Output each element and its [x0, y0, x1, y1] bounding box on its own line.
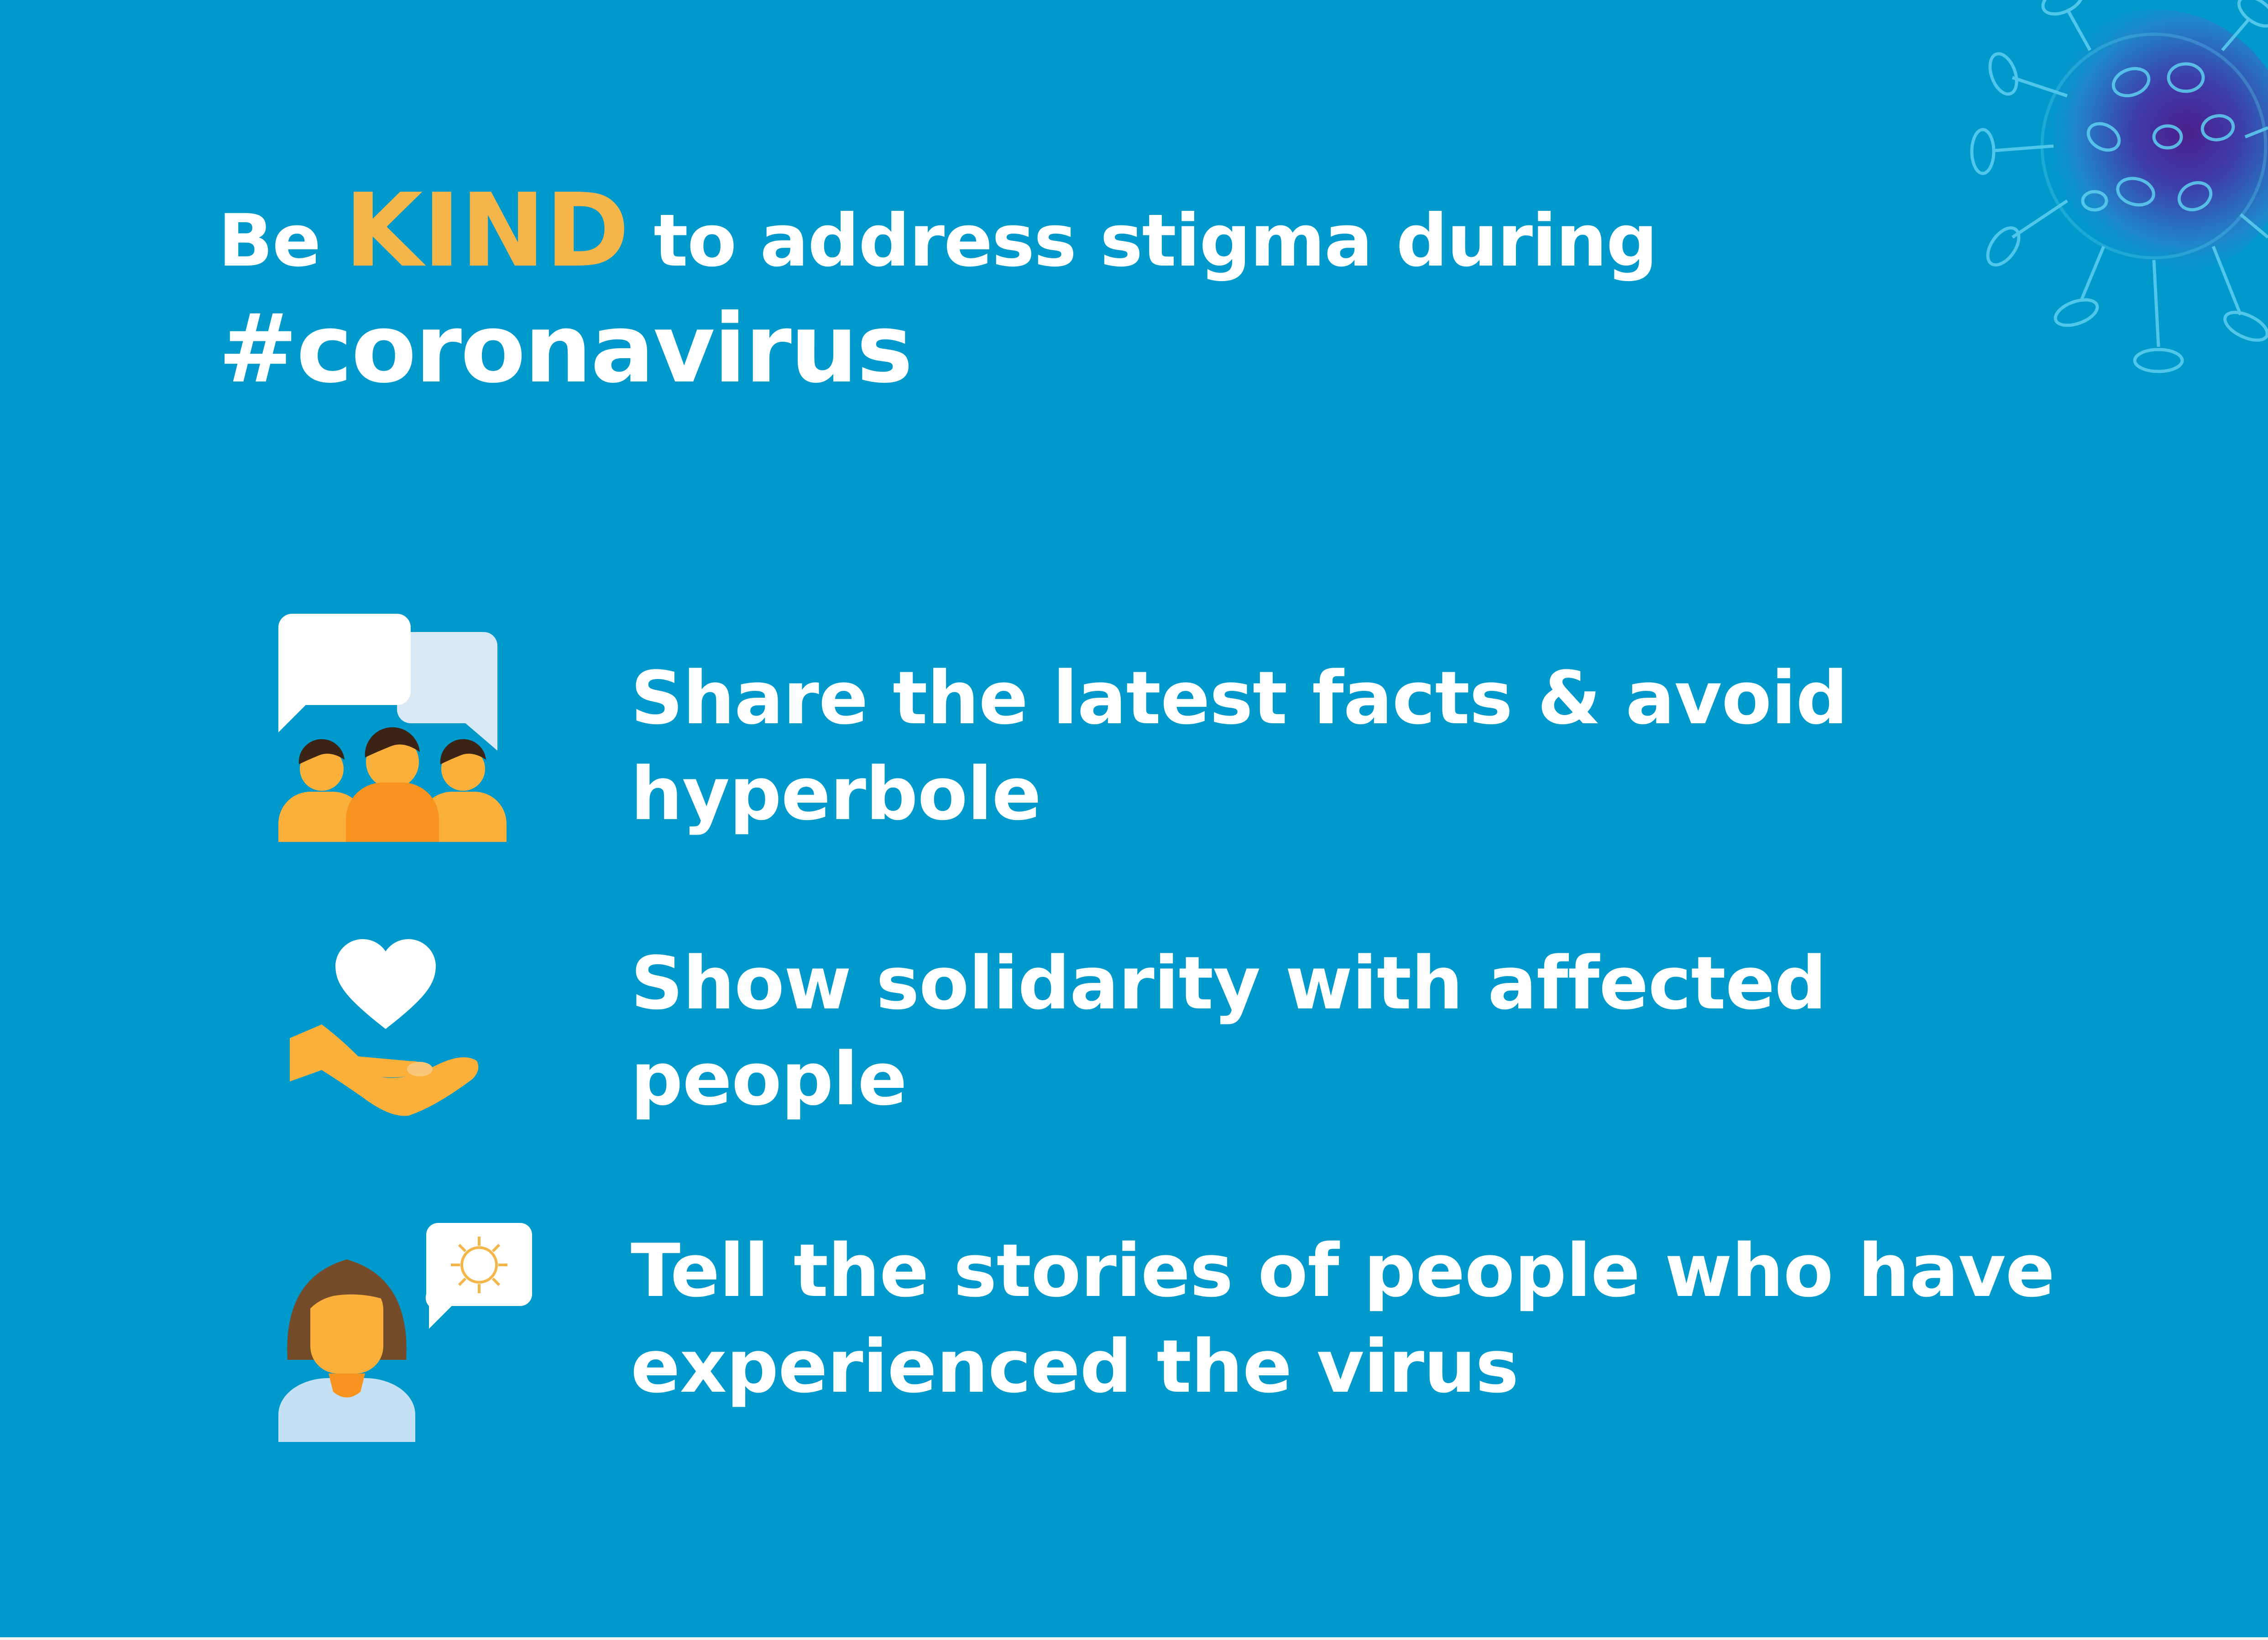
bottom-border: [0, 1637, 2268, 1640]
headline-emphasis-kind: KIND: [344, 172, 630, 290]
group-conversation-icon: [278, 614, 507, 842]
tip-share-facts: Share the latest facts & avoid hyperbole: [631, 650, 2091, 842]
tip-3-line-2: experienced the virus: [631, 1324, 1519, 1409]
tip-1-line-2: hyperbole: [631, 751, 1041, 836]
person-speech-virus-icon: [278, 1223, 532, 1442]
headline-suffix: to address stigma during: [653, 199, 1657, 283]
headline-hashtag: #coronavirus: [218, 294, 913, 404]
tip-tell-stories: Tell the stories of people who have expe…: [631, 1223, 2091, 1415]
tip-show-solidarity: Show solidarity with affected people: [631, 935, 2091, 1127]
virus-icon: [451, 1237, 507, 1293]
tip-3-line-1: Tell the stories of people who have: [631, 1228, 2055, 1313]
tip-2-line-2: people: [631, 1036, 907, 1122]
tip-2-line-1: Show solidarity with affected: [631, 940, 1827, 1026]
headline-line-1: Be KIND to address stigma during: [218, 180, 1658, 283]
heart-in-hand-icon: [290, 939, 479, 1116]
headline: Be KIND to address stigma during #corona…: [218, 180, 1658, 404]
headline-prefix: Be: [218, 199, 321, 283]
coronavirus-illustration-icon: [1970, 0, 2268, 373]
tip-1-line-1: Share the latest facts & avoid: [631, 655, 1848, 741]
